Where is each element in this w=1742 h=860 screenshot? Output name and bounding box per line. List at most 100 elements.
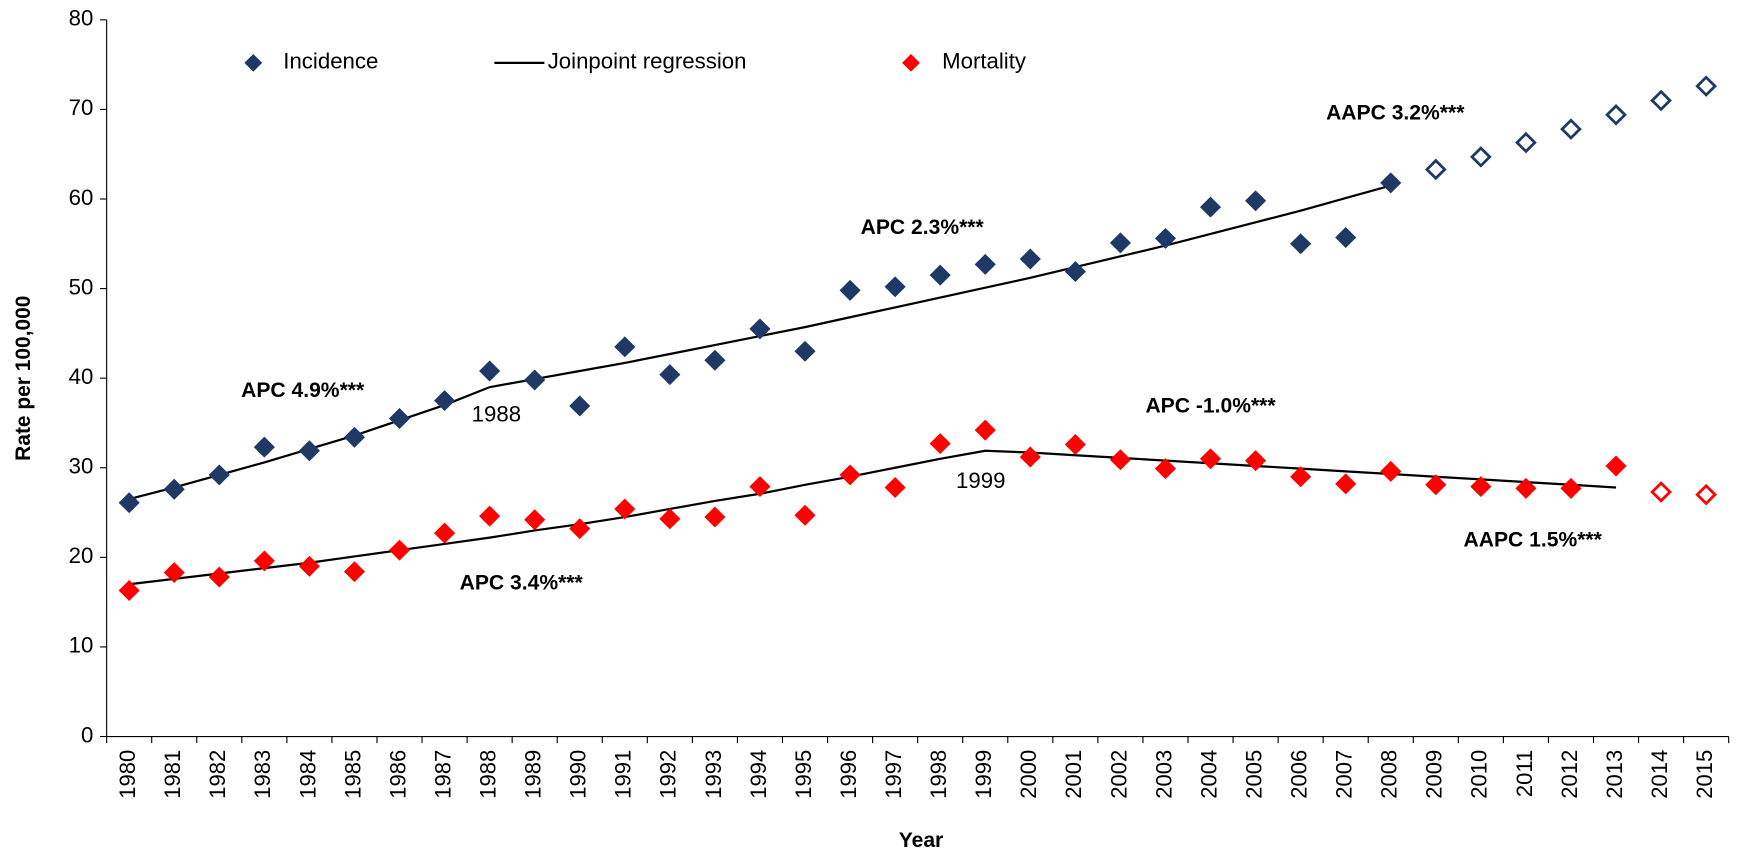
x-tick-label: 2005: [1241, 750, 1266, 799]
x-axis-title: Year: [899, 829, 944, 852]
x-tick-label: 1996: [836, 750, 861, 799]
data-point: [163, 562, 185, 584]
data-point: [1199, 196, 1222, 218]
data-point: [614, 336, 636, 358]
data-point: [253, 550, 275, 572]
data-point: [839, 279, 861, 301]
x-tick-label: 1986: [385, 750, 410, 799]
x-tick-label: 1984: [295, 750, 320, 799]
x-tick-label: 1997: [881, 750, 906, 799]
data-point: [1199, 448, 1222, 470]
data-point: [1650, 89, 1672, 112]
x-tick-label: 2011: [1512, 750, 1537, 797]
data-point: [1470, 146, 1492, 168]
data-point: [524, 509, 546, 531]
data-point: [1019, 446, 1041, 468]
data-point: [208, 464, 230, 486]
x-tick-label: 2008: [1377, 750, 1402, 799]
legend-label: Joinpoint regression: [548, 49, 747, 74]
legend-marker: [902, 54, 920, 72]
data-point: [1290, 466, 1312, 488]
data-point: [1650, 481, 1672, 503]
data-point: [1245, 450, 1267, 472]
data-point: [434, 522, 456, 544]
data-point: [1064, 433, 1086, 455]
data-point: [569, 518, 591, 540]
x-tick-label: 1983: [250, 750, 275, 799]
data-point: [1245, 190, 1267, 212]
data-point: [794, 340, 816, 362]
data-point: [434, 390, 456, 412]
data-point: [704, 506, 726, 528]
y-axis-title: Rate per 100,000: [12, 296, 35, 461]
y-tick-label: 50: [69, 274, 94, 299]
data-point: [1064, 261, 1086, 283]
x-tick-label: 2002: [1106, 750, 1131, 799]
data-point: [1605, 455, 1627, 477]
data-point: [929, 433, 951, 455]
data-point: [704, 349, 726, 371]
data-point: [1695, 483, 1717, 506]
x-tick-label: 1980: [115, 750, 140, 799]
data-point: [118, 492, 140, 514]
data-point: [839, 464, 861, 486]
x-tick-label: 2013: [1602, 750, 1627, 799]
x-tick-label: 1991: [611, 750, 636, 799]
data-point: [343, 561, 366, 583]
data-point: [479, 360, 501, 382]
x-tick-label: 2003: [1151, 750, 1176, 799]
data-point: [884, 476, 906, 498]
data-point: [749, 476, 771, 498]
x-tick-label: 1992: [656, 750, 681, 799]
data-point: [1605, 104, 1627, 126]
annotation: AAPC 1.5%***: [1463, 529, 1602, 552]
data-point: [388, 408, 411, 429]
data-point: [298, 555, 320, 577]
data-point: [163, 478, 185, 500]
y-tick-label: 10: [69, 633, 94, 658]
regression-line: [129, 449, 1617, 586]
annotation: APC -1.0%***: [1145, 394, 1276, 417]
data-point: [1109, 449, 1131, 471]
data-point: [1290, 233, 1312, 255]
data-point: [1515, 131, 1537, 154]
annotation: 1999: [956, 468, 1005, 493]
data-point: [749, 318, 771, 340]
data-point: [794, 504, 816, 526]
legend-label: Incidence: [283, 49, 378, 74]
annotation: AAPC 3.2%***: [1326, 102, 1465, 125]
data-point: [1560, 477, 1582, 499]
data-point: [388, 539, 411, 561]
x-tick-label: 1995: [791, 750, 816, 799]
data-point: [569, 395, 591, 417]
data-point: [1380, 460, 1402, 482]
y-tick-label: 40: [69, 364, 94, 389]
data-point: [524, 369, 546, 391]
data-point: [253, 436, 275, 458]
data-point: [974, 419, 996, 441]
x-tick-label: 2004: [1196, 750, 1221, 799]
y-tick-label: 80: [69, 6, 94, 31]
x-tick-label: 2007: [1331, 750, 1356, 799]
data-point: [929, 264, 951, 286]
annotation: 1988: [472, 402, 521, 427]
x-tick-label: 1987: [430, 750, 455, 799]
legend-label: Mortality: [942, 49, 1027, 74]
x-tick-label: 2009: [1422, 750, 1447, 799]
data-point: [1560, 118, 1582, 140]
data-point: [1335, 227, 1357, 249]
x-tick-label: 1985: [340, 750, 365, 799]
y-tick-label: 20: [69, 543, 94, 568]
y-tick-label: 60: [69, 185, 94, 210]
x-tick-label: 2001: [1061, 750, 1086, 799]
data-point: [1109, 232, 1131, 254]
y-tick-label: 0: [81, 722, 93, 747]
x-tick-label: 2010: [1467, 750, 1492, 799]
data-point: [659, 508, 681, 530]
x-tick-label: 2015: [1692, 750, 1717, 799]
data-point: [118, 580, 140, 601]
x-tick-label: 1982: [205, 750, 230, 799]
y-tick-label: 30: [69, 454, 94, 479]
data-point: [884, 276, 906, 298]
x-tick-label: 1989: [520, 750, 545, 799]
